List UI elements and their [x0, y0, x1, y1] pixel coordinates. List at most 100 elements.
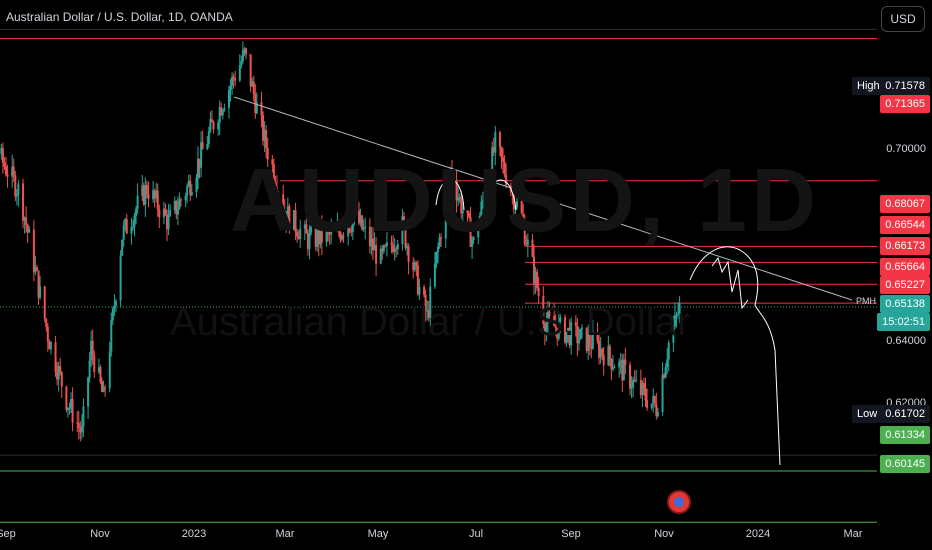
- candle-body: [206, 143, 209, 150]
- candle-body: [327, 229, 330, 232]
- candle-body: [440, 237, 443, 239]
- candle-body: [249, 54, 252, 87]
- candle-body: [596, 332, 599, 341]
- candle-body: [1, 148, 4, 163]
- candle-body: [251, 81, 254, 87]
- high-label: High: [852, 77, 885, 95]
- candle-body: [79, 427, 82, 433]
- candle-body: [331, 229, 334, 231]
- candle-body: [176, 209, 179, 215]
- candle-body: [424, 295, 427, 312]
- candle-body: [461, 210, 464, 214]
- candle-body: [613, 367, 616, 369]
- candle-body: [622, 359, 625, 381]
- candle-body: [492, 147, 495, 153]
- trendline[interactable]: [233, 96, 853, 301]
- candle-body: [457, 197, 460, 201]
- candle-body: [579, 329, 582, 340]
- candle-body: [113, 305, 116, 309]
- candle-body: [373, 245, 376, 251]
- candle-body: [145, 185, 148, 194]
- x-tick-2024: 2024: [745, 528, 771, 540]
- candle-body: [93, 355, 96, 372]
- candle-body: [639, 379, 642, 396]
- publisher-logo-icon[interactable]: [667, 490, 691, 514]
- candle-body: [277, 194, 280, 196]
- candle-body: [650, 403, 653, 408]
- candle-body: [70, 398, 73, 408]
- candle-body: [342, 235, 345, 237]
- candle-body: [130, 227, 133, 234]
- candle-body: [144, 185, 147, 205]
- candle-body: [590, 345, 593, 349]
- candle-body: [629, 364, 632, 389]
- candle-body: [455, 180, 458, 201]
- candle-body: [574, 322, 577, 326]
- low-value: 0.61702: [880, 405, 930, 423]
- candle-body: [108, 351, 111, 389]
- candle-body: [260, 102, 263, 116]
- candle-body: [272, 164, 275, 183]
- candle-body: [43, 286, 46, 319]
- candle-body: [227, 90, 230, 108]
- candle-body: [381, 248, 384, 252]
- candle-body: [26, 224, 29, 233]
- level-tag-61334: 0.61334: [880, 426, 930, 444]
- candle-body: [546, 311, 549, 323]
- candle-body: [54, 342, 57, 372]
- candle-body: [49, 342, 52, 350]
- candle-body: [588, 334, 591, 346]
- candle-body: [220, 107, 223, 116]
- candle-body: [186, 186, 189, 196]
- level-tag-65227: 0.65227: [880, 276, 930, 294]
- candle-body: [341, 235, 344, 240]
- candle-body: [305, 224, 308, 234]
- candle-body: [458, 196, 461, 198]
- candle-body: [599, 348, 602, 358]
- candle-body: [469, 217, 472, 247]
- x-tick-nov-2023: Nov: [654, 528, 674, 540]
- candle-body: [433, 263, 436, 287]
- high-value: 0.71578: [880, 77, 930, 95]
- candle-body: [646, 400, 649, 408]
- x-tick-sep-2023: Sep: [561, 528, 581, 540]
- candle-body: [644, 388, 647, 401]
- candle-body: [11, 166, 14, 177]
- candle-body: [505, 174, 508, 186]
- candle-body: [59, 366, 62, 372]
- candle-body: [87, 377, 90, 407]
- current-price-tag: 0.65138: [880, 295, 930, 313]
- candle-body: [198, 158, 201, 168]
- currency-button[interactable]: USD: [881, 6, 925, 32]
- candle-body: [471, 239, 474, 247]
- candle-body: [618, 361, 621, 368]
- candle-body: [167, 215, 170, 230]
- candle-body: [245, 48, 248, 55]
- candle-body: [537, 288, 540, 296]
- candle-body: [429, 286, 432, 318]
- y-tick-70000: 0.70000: [886, 143, 926, 155]
- candle-body: [195, 177, 198, 193]
- candle-body: [125, 219, 128, 234]
- candle-body: [633, 379, 636, 381]
- candle-body: [197, 158, 200, 178]
- candle-body: [17, 183, 20, 195]
- candle-body: [310, 227, 313, 233]
- candle-body: [675, 314, 678, 316]
- candle-body: [503, 161, 506, 175]
- candle-body: [82, 406, 85, 427]
- countdown-tag: 15:02:51: [877, 313, 930, 331]
- candle-body: [221, 110, 224, 116]
- candle-body: [563, 317, 566, 343]
- candle-body: [677, 314, 680, 316]
- candle-body: [330, 229, 333, 235]
- candle-body: [306, 233, 309, 250]
- candle-body: [362, 228, 365, 230]
- candle-body: [14, 175, 17, 197]
- candle-body: [542, 295, 545, 324]
- candle-body: [423, 286, 426, 296]
- candle-body: [91, 340, 94, 356]
- candle-body: [210, 119, 213, 123]
- candle-body: [189, 180, 192, 196]
